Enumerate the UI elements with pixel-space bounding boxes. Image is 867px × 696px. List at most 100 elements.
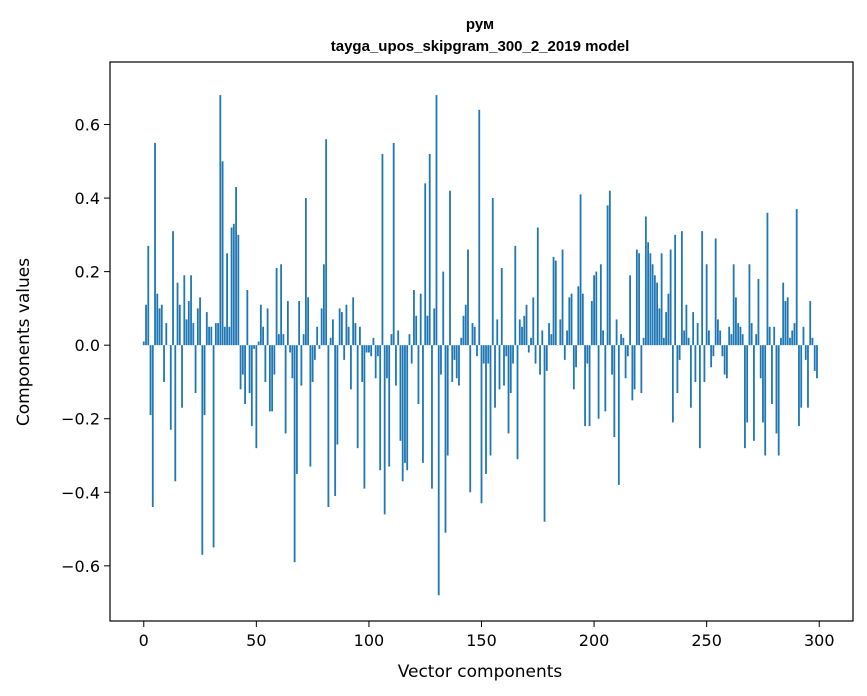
bar xyxy=(764,345,767,456)
bar xyxy=(816,345,818,379)
bar xyxy=(208,326,210,346)
bar xyxy=(500,267,503,346)
bar xyxy=(226,253,228,346)
plot-frame xyxy=(109,61,854,622)
bar xyxy=(559,319,562,346)
bar xyxy=(604,345,607,412)
bar xyxy=(286,301,289,346)
bar xyxy=(687,337,690,346)
x-tick-label: 150 xyxy=(466,631,497,650)
bar xyxy=(446,345,449,456)
bar xyxy=(433,308,436,346)
bar xyxy=(633,345,636,390)
bar xyxy=(744,345,746,449)
bar xyxy=(674,234,677,346)
bar xyxy=(721,345,724,357)
bar xyxy=(370,345,373,357)
bar xyxy=(554,260,557,346)
bar xyxy=(192,323,195,346)
bar xyxy=(217,323,219,346)
bar xyxy=(699,345,701,449)
bar xyxy=(280,264,283,346)
bar xyxy=(599,264,602,346)
bar xyxy=(588,345,591,427)
bar xyxy=(498,345,501,390)
bar xyxy=(460,337,463,346)
bar xyxy=(671,345,674,423)
bar xyxy=(228,326,231,346)
bar xyxy=(638,253,641,346)
x-tick-label: 250 xyxy=(691,631,722,650)
bar xyxy=(694,345,697,382)
bar xyxy=(570,293,573,346)
bar xyxy=(482,345,485,364)
bar xyxy=(354,323,357,346)
bar xyxy=(327,345,330,507)
bar xyxy=(651,264,654,346)
bar xyxy=(404,345,406,463)
bar xyxy=(521,326,523,346)
bar xyxy=(563,345,566,360)
bar xyxy=(158,308,161,346)
bar xyxy=(476,345,478,357)
bar xyxy=(266,308,269,346)
x-axis-label: Vector components xyxy=(398,662,563,682)
chart-title: рум xyxy=(466,16,494,33)
bar xyxy=(798,345,800,427)
bar xyxy=(338,308,341,346)
bar xyxy=(789,337,791,346)
bar xyxy=(320,308,323,346)
bar xyxy=(759,345,762,379)
bar xyxy=(692,312,695,346)
bar xyxy=(802,326,805,346)
y-tick-label: 0.2 xyxy=(75,263,100,282)
bar xyxy=(579,194,582,346)
bar xyxy=(586,345,589,364)
bar xyxy=(431,345,433,489)
bar xyxy=(273,345,276,375)
bar xyxy=(590,301,593,346)
bar xyxy=(350,345,352,390)
bar xyxy=(178,304,181,346)
bar xyxy=(534,345,537,364)
bar xyxy=(268,345,271,412)
bar xyxy=(196,308,199,346)
bar xyxy=(518,319,521,346)
bar xyxy=(282,334,285,346)
bar xyxy=(653,275,656,346)
bar xyxy=(368,345,370,353)
bar xyxy=(302,334,305,346)
bar xyxy=(437,345,440,596)
bar xyxy=(372,337,375,346)
bar xyxy=(221,161,224,346)
bar xyxy=(428,153,431,346)
bar xyxy=(341,312,343,346)
bar xyxy=(435,95,438,346)
bar xyxy=(696,323,699,346)
bar xyxy=(473,326,476,346)
bar xyxy=(642,337,645,346)
bar xyxy=(417,345,420,405)
bar xyxy=(194,345,197,393)
bar xyxy=(753,345,755,441)
bar xyxy=(717,319,719,346)
bar xyxy=(415,315,418,346)
y-tick-label: −0.4 xyxy=(61,483,100,502)
bar xyxy=(304,198,307,346)
bar xyxy=(548,323,550,346)
bar xyxy=(581,293,584,346)
bar xyxy=(804,345,807,360)
bar xyxy=(467,249,469,346)
bar xyxy=(723,345,726,375)
bar xyxy=(253,345,255,349)
bar xyxy=(784,301,787,346)
bar xyxy=(667,293,670,346)
bar xyxy=(615,319,618,346)
bar xyxy=(480,345,483,504)
x-tick-label: 0 xyxy=(139,631,149,650)
bar xyxy=(813,345,816,371)
bar xyxy=(491,198,494,346)
y-tick-label: −0.2 xyxy=(61,410,100,429)
bar xyxy=(494,345,496,408)
